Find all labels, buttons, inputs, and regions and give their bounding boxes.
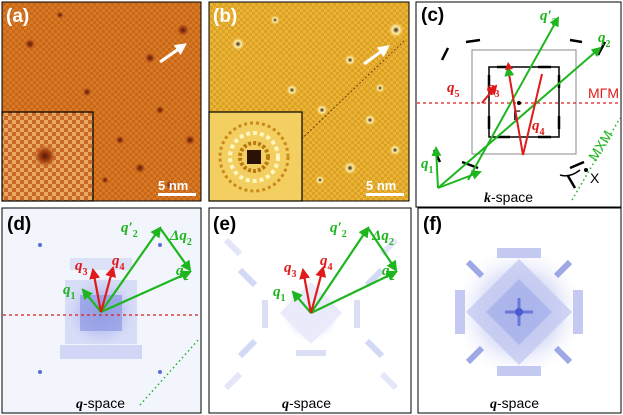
scalebar-b [366, 193, 404, 196]
label-q4-e: q4 [320, 253, 333, 273]
caption-c: k-space [484, 189, 533, 206]
panel-e: (e) q′2 Δq2 q2 q1 q3 q4 q-space [208, 207, 412, 414]
label-q4-c: q4 [532, 118, 545, 138]
arrow-b [363, 45, 390, 66]
label-q1-d: q1 [63, 282, 76, 302]
arrow-a [159, 43, 187, 64]
scalebar-label-a: 5 nm [158, 178, 188, 193]
label-q3-c: q3 [487, 80, 500, 100]
panel-label-a: (a) [6, 6, 29, 27]
qspace-pattern-f [451, 244, 587, 380]
label-q2p-e: q′2 [330, 220, 347, 240]
panel-label-d: (d) [7, 214, 31, 235]
label-q2-e: q2 [382, 263, 395, 283]
inset-defect-a [33, 144, 57, 168]
label-q2p-d: q′2 [121, 220, 138, 240]
label-dq2-d: Δq2 [169, 228, 192, 248]
panel-label-c: (c) [421, 5, 444, 26]
panel-label-e: (e) [213, 214, 236, 235]
label-q2-d: q2 [176, 263, 189, 283]
label-q1-e: q1 [273, 284, 286, 304]
label-q2p-c: q′2 [540, 8, 557, 28]
panel-b: (b) 5 nm [208, 1, 410, 202]
caption-f: q-space [490, 395, 539, 412]
defects-b [231, 15, 404, 185]
defects-a [24, 11, 196, 190]
line-mxm-d [139, 337, 201, 406]
inset-b-pattern [218, 121, 290, 193]
panel-label-b: (b) [213, 6, 237, 27]
label-q4-d: q4 [112, 253, 125, 273]
panel-f: (f) q-space [417, 207, 622, 414]
panel-label-f: (f) [423, 214, 442, 235]
panel-d: (d) q′2 Δq2 q2 q1 q3 q4 q-space [1, 207, 202, 414]
label-q3-e: q3 [284, 260, 297, 280]
scalebar-a [158, 193, 196, 196]
label-mgm: MΓM [588, 85, 619, 101]
label-x: X [590, 170, 600, 186]
caption-e: q-space [282, 395, 331, 412]
panel-c: (c) MΓM MXM X Γ [415, 1, 622, 208]
label-q1-c: q1 [421, 156, 434, 176]
k-vectors [431, 16, 602, 189]
caption-d: q-space [76, 395, 125, 412]
label-q3-d: q3 [75, 258, 88, 278]
label-q2-c: q2 [598, 30, 611, 50]
cut-line-b [289, 39, 406, 151]
scalebar-label-b: 5 nm [366, 178, 396, 193]
panel-a: (a) 5 nm [1, 1, 202, 202]
q-vectors-d [81, 226, 193, 314]
label-dq2-e: Δq2 [371, 228, 394, 248]
label-q5-c: q5 [447, 80, 460, 100]
fermi-pocket [488, 66, 560, 138]
q-vectors-e [291, 226, 398, 314]
